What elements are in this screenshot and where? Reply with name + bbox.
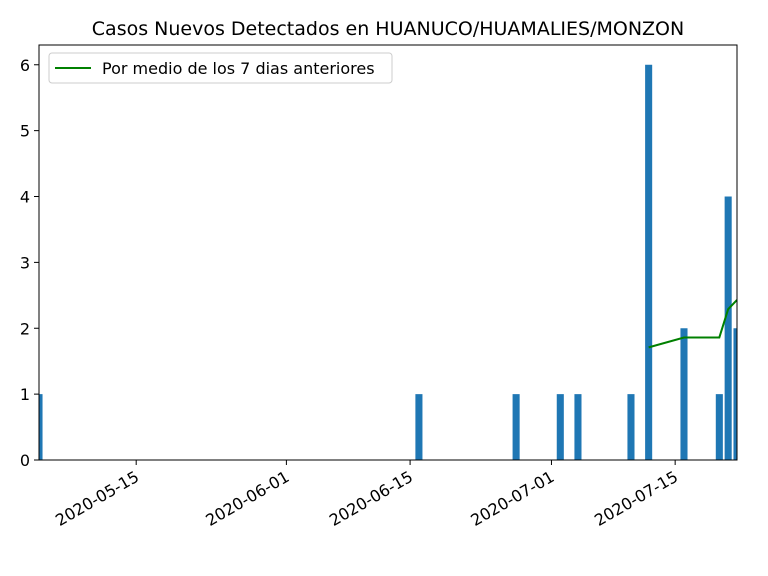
x-tick-label: 2020-06-15 [326,467,416,530]
bar-2020-07-10 [627,394,635,460]
bar-2020-07-20 [715,394,723,460]
x-tick-label: 2020-06-01 [202,467,292,530]
chart-title: Casos Nuevos Detectados en HUANUCO/HUAMA… [92,18,684,40]
x-tick-label: 2020-07-15 [591,467,681,530]
bar-2020-05-04 [39,394,43,460]
bar-2020-06-16 [415,394,423,460]
y-tick-label: 4 [20,188,30,207]
y-tick-label: 3 [20,253,30,272]
bar-2020-07-16 [680,328,688,460]
x-tick-label: 2020-07-01 [467,467,557,530]
legend: Por medio de los 7 dias anteriores [48,52,393,84]
legend-label: Por medio de los 7 dias anteriores [102,59,375,78]
axes-frame [38,44,738,461]
bar-2020-07-21 [724,196,732,460]
y-tick-label: 5 [20,122,30,141]
x-tick-label: 2020-05-15 [52,467,142,530]
legend-box [48,52,393,84]
bar-2020-07-04 [574,394,582,460]
series-line-0 [648,299,737,349]
bar-2020-07-22 [733,328,737,460]
y-tick-label: 2 [20,319,30,338]
bar-2020-07-02 [556,394,564,460]
y-tick-label: 6 [20,56,30,75]
plot-area [39,64,737,460]
bar-2020-06-27 [512,394,520,460]
x-axis: 2020-05-15 2020-06-01 2020-06-15 2020-07-01… [52,460,681,530]
y-tick-label: 0 [20,451,30,470]
y-tick-label: 1 [20,385,30,404]
y-axis: 0 1 2 3 4 5 6 [20,56,39,470]
bar-2020-07-12 [645,64,653,460]
